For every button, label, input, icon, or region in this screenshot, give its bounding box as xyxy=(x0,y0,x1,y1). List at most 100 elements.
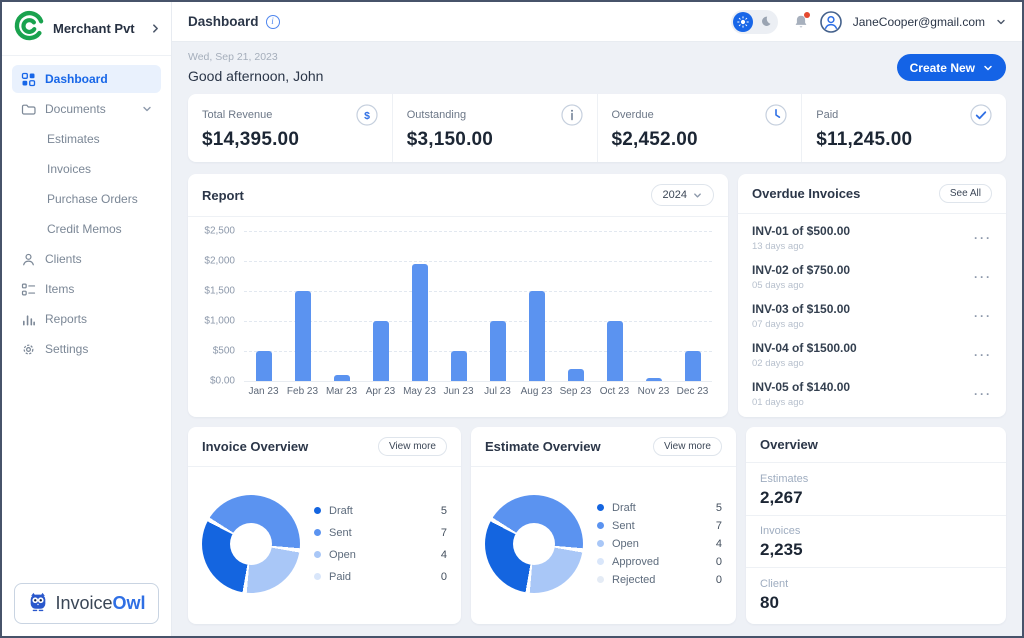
greeting-text: Good afternoon, John xyxy=(188,68,323,84)
row-actions-ellipsis-icon[interactable]: ··· xyxy=(974,387,992,401)
sidebar: Merchant Pvt DashboardDocumentsEstimates… xyxy=(2,2,172,636)
legend-value: 7 xyxy=(716,520,722,532)
current-date: Wed, Sep 21, 2023 xyxy=(188,51,323,63)
gridline xyxy=(244,381,712,382)
clock-icon xyxy=(765,104,787,126)
bar-sep-23 xyxy=(568,369,584,381)
overdue-invoices-list: INV-01 of $500.0013 days ago···INV-02 of… xyxy=(738,214,1006,417)
legend-label: Sent xyxy=(612,520,635,532)
row-actions-ellipsis-icon[interactable]: ··· xyxy=(974,309,992,323)
legend-value: 5 xyxy=(716,502,722,514)
sidebar-item-reports[interactable]: Reports xyxy=(12,305,161,333)
legend-row-draft: Draft5 xyxy=(597,499,722,517)
invoice-age: 05 days ago xyxy=(752,280,850,291)
sidebar-item-clients[interactable]: Clients xyxy=(12,245,161,273)
stat-label: Overdue xyxy=(612,109,654,121)
x-tick-label: Dec 23 xyxy=(673,386,712,397)
sidebar-item-dashboard[interactable]: Dashboard xyxy=(12,65,161,93)
account-chevron-down-icon[interactable] xyxy=(996,17,1006,27)
x-tick-label: Nov 23 xyxy=(634,386,673,397)
light-mode-icon[interactable] xyxy=(733,12,753,32)
x-tick-label: May 23 xyxy=(400,386,439,397)
merchant-selector[interactable]: Merchant Pvt xyxy=(2,2,171,56)
legend-dot-icon xyxy=(597,522,604,529)
invoice-age: 01 days ago xyxy=(752,397,850,408)
see-all-button[interactable]: See All xyxy=(939,184,992,203)
x-tick-label: Jun 23 xyxy=(439,386,478,397)
page-info-icon[interactable]: i xyxy=(266,15,280,29)
owl-icon xyxy=(27,590,49,617)
x-tick-label: Apr 23 xyxy=(361,386,400,397)
sidebar-item-settings[interactable]: Settings xyxy=(12,335,161,363)
sidebar-item-purchase-orders[interactable]: Purchase Orders xyxy=(12,185,161,213)
sidebar-item-estimates[interactable]: Estimates xyxy=(12,125,161,153)
topbar: Dashboard i xyxy=(172,2,1022,42)
estimate-overview-title: Estimate Overview xyxy=(485,439,601,454)
legend-dot-icon xyxy=(314,529,321,536)
invoice-title: INV-05 of $140.00 xyxy=(752,380,850,394)
row-actions-ellipsis-icon[interactable]: ··· xyxy=(974,348,992,362)
sidebar-item-label: Clients xyxy=(45,252,152,266)
legend-value: 4 xyxy=(716,538,722,550)
legend-dot-icon xyxy=(597,540,604,547)
bar-oct-23 xyxy=(607,321,623,381)
estimate-donut-chart xyxy=(485,495,583,593)
legend-row-sent: Sent 7 xyxy=(597,517,722,535)
legend-dot-icon xyxy=(597,558,604,565)
overdue-invoice-row: INV-01 of $500.0013 days ago··· xyxy=(738,222,1006,254)
dark-mode-icon[interactable] xyxy=(756,12,776,32)
stats-row: Total Revenue$$14,395.00Outstanding$3,15… xyxy=(188,94,1006,162)
sidebar-item-credit-memos[interactable]: Credit Memos xyxy=(12,215,161,243)
legend-row-paid: Paid0 xyxy=(314,566,447,588)
user-email[interactable]: JaneCooper@gmail.com xyxy=(853,15,985,29)
overdue-invoices-card: Overdue Invoices See All INV-01 of $500.… xyxy=(738,174,1006,417)
bar-chart-y-axis: $2,500$2,000$1,500$1,000$500$0.00 xyxy=(200,231,244,381)
bar-nov-23 xyxy=(646,378,662,381)
stat-label: Total Revenue xyxy=(202,109,272,121)
bar-chart-x-axis: Jan 23Feb 23Mar 23Apr 23May 23Jun 23Jul … xyxy=(244,381,712,401)
sidebar-item-label: Credit Memos xyxy=(47,222,152,236)
overdue-invoice-row: INV-03 of $150.0007 days ago··· xyxy=(738,300,1006,332)
invoice-view-more-button[interactable]: View more xyxy=(378,437,447,456)
report-year-dropdown[interactable]: 2024 xyxy=(651,184,714,206)
notifications-bell-icon[interactable] xyxy=(793,14,809,30)
dashboard-content: Wed, Sep 21, 2023 Good afternoon, John C… xyxy=(172,42,1022,636)
stat-card-total-revenue: Total Revenue$$14,395.00 xyxy=(188,94,392,162)
invoice-title: INV-04 of $1500.00 xyxy=(752,341,857,355)
bar-jun-23 xyxy=(451,351,467,381)
create-new-button[interactable]: Create New xyxy=(897,54,1006,81)
x-tick-label: Mar 23 xyxy=(322,386,361,397)
sidebar-item-label: Purchase Orders xyxy=(47,192,152,206)
sidebar-item-items[interactable]: Items xyxy=(12,275,161,303)
overview-label: Estimates xyxy=(760,473,992,485)
row-actions-ellipsis-icon[interactable]: ··· xyxy=(974,231,992,245)
bar-may-23 xyxy=(412,264,428,381)
avatar[interactable] xyxy=(820,11,842,33)
estimate-view-more-button[interactable]: View more xyxy=(653,437,722,456)
legend-label: Draft xyxy=(329,505,353,517)
overview-rows: Estimates2,267Invoices2,235Client80 xyxy=(746,463,1006,624)
overdue-invoice-row: INV-05 of $140.00 01 days ago ··· xyxy=(738,378,1006,410)
legend-value: 0 xyxy=(716,574,722,586)
legend-value: 0 xyxy=(441,571,447,583)
sidebar-spacer xyxy=(2,372,171,573)
sidebar-item-label: Settings xyxy=(45,342,152,356)
legend-dot-icon xyxy=(597,576,604,583)
theme-toggle[interactable] xyxy=(731,10,778,34)
sidebar-item-invoices[interactable]: Invoices xyxy=(12,155,161,183)
row-actions-ellipsis-icon[interactable]: ··· xyxy=(974,270,992,284)
invoiceowl-wordmark: InvoiceOwl xyxy=(55,593,145,614)
x-tick-label: Aug 23 xyxy=(517,386,556,397)
bar-jan-23 xyxy=(256,351,272,381)
invoice-overview-card: Invoice Overview View more Draft5Sent7Op… xyxy=(188,427,461,624)
invoice-legend: Draft5Sent7Open4Paid0 xyxy=(314,500,447,588)
legend-value: 4 xyxy=(441,549,447,561)
greeting-block: Wed, Sep 21, 2023 Good afternoon, John xyxy=(188,51,323,84)
folder-icon xyxy=(21,102,36,117)
legend-label: Open xyxy=(329,549,356,561)
invoice-donut-chart xyxy=(202,495,300,593)
sidebar-item-documents[interactable]: Documents xyxy=(12,95,161,123)
stat-value: $11,245.00 xyxy=(816,129,992,151)
svg-text:$: $ xyxy=(364,110,370,122)
bar-jul-23 xyxy=(490,321,506,381)
